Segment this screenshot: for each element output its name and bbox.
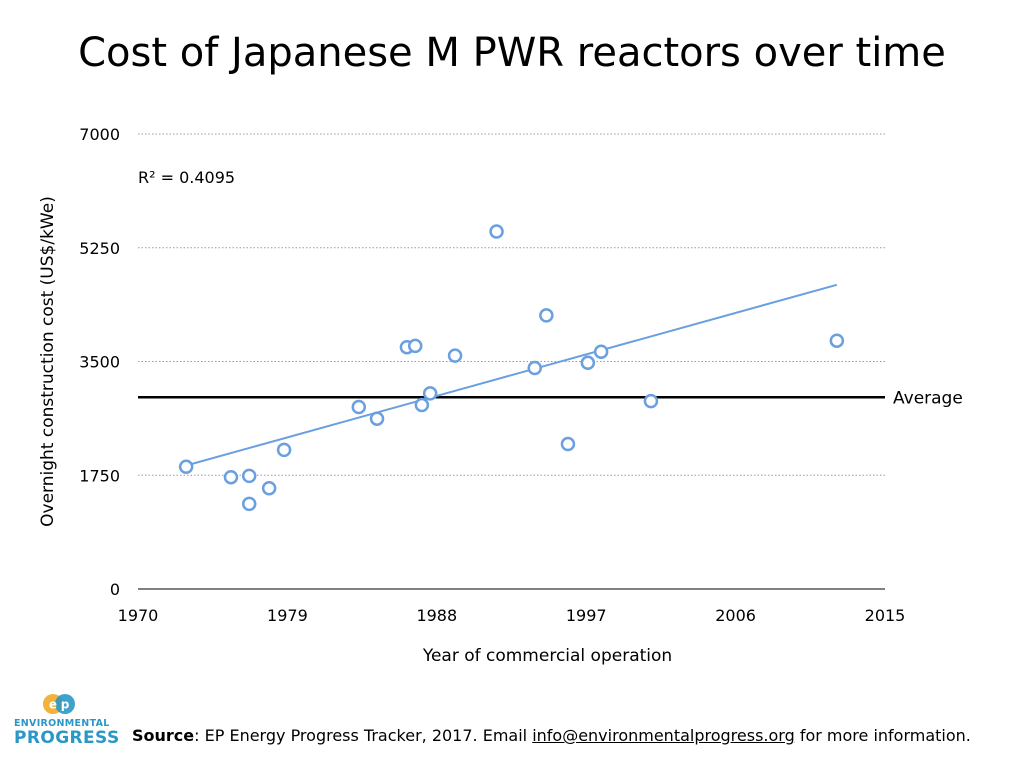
x-tick-label: 2015 [865,606,906,625]
data-point-6 [276,442,292,458]
data-point-4 [241,496,257,512]
r-squared-label: R² = 0.4095 [138,168,235,187]
svg-text:p: p [61,698,70,712]
x-tick-label: 1997 [566,606,607,625]
data-point-8 [369,411,385,426]
x-tick-label: 1979 [267,606,308,625]
data-point-1 [178,459,194,475]
data-point-10 [407,338,423,354]
y-tick-label: 7000 [79,125,120,144]
source-label: Source [132,726,195,745]
environmental-progress-logo: e p ENVIRONMENTAL PROGRESS [14,692,120,752]
data-point-11 [414,397,430,413]
x-tick-label: 1988 [416,606,457,625]
data-point-14 [489,224,504,239]
scatter-chart: 0 1750 3500 5250 7000 1970 1979 1988 1997 2006 201… [38,125,963,666]
data-point-7 [351,399,367,415]
data-point-20 [643,393,659,409]
chart-labels: 0 1750 3500 5250 7000 1970 1979 1988 1997 2006 201… [38,125,963,666]
grid-lines [138,133,885,476]
y-axis-title: Overnight construction cost (US$/kWe) [38,196,58,527]
average-label: Average [893,388,963,408]
chart-title: Cost of Japanese M PWR reactors over tim… [78,30,946,76]
x-axis-title: Year of commercial operation [422,646,672,666]
data-point-19 [593,344,609,359]
svg-text:e: e [49,698,57,712]
source-note: Source: EP Energy Progress Tracker, 2017… [132,726,971,745]
logo-line-environmental: ENVIRONMENTAL [14,718,110,729]
data-point-18 [580,355,596,371]
y-tick-label: 5250 [79,239,120,258]
data-points [178,224,845,512]
data-point-3 [241,468,257,484]
source-text: : EP Energy Progress Tracker, 2017. Emai… [194,726,533,745]
y-tick-label: 1750 [79,466,120,485]
data-point-5 [261,481,277,496]
data-point-21 [829,333,845,348]
trendline [185,283,838,467]
data-point-16 [539,308,554,323]
trendline-group [185,283,838,467]
data-point-2 [223,469,239,485]
y-tick-label: 3500 [79,353,120,372]
x-tick-label: 2006 [715,606,756,625]
x-tick-label: 1970 [118,606,159,625]
source-tail: for more information. [794,726,971,745]
data-point-15 [527,360,542,376]
email-link[interactable]: info@environmentalprogress.org [532,726,795,745]
y-tick-label: 0 [110,580,120,599]
data-point-13 [447,348,463,363]
data-point-12 [422,386,438,401]
data-point-17 [560,436,576,452]
logo-line-progress: PROGRESS [14,728,120,748]
ep-logo-icon: e p [43,694,75,714]
